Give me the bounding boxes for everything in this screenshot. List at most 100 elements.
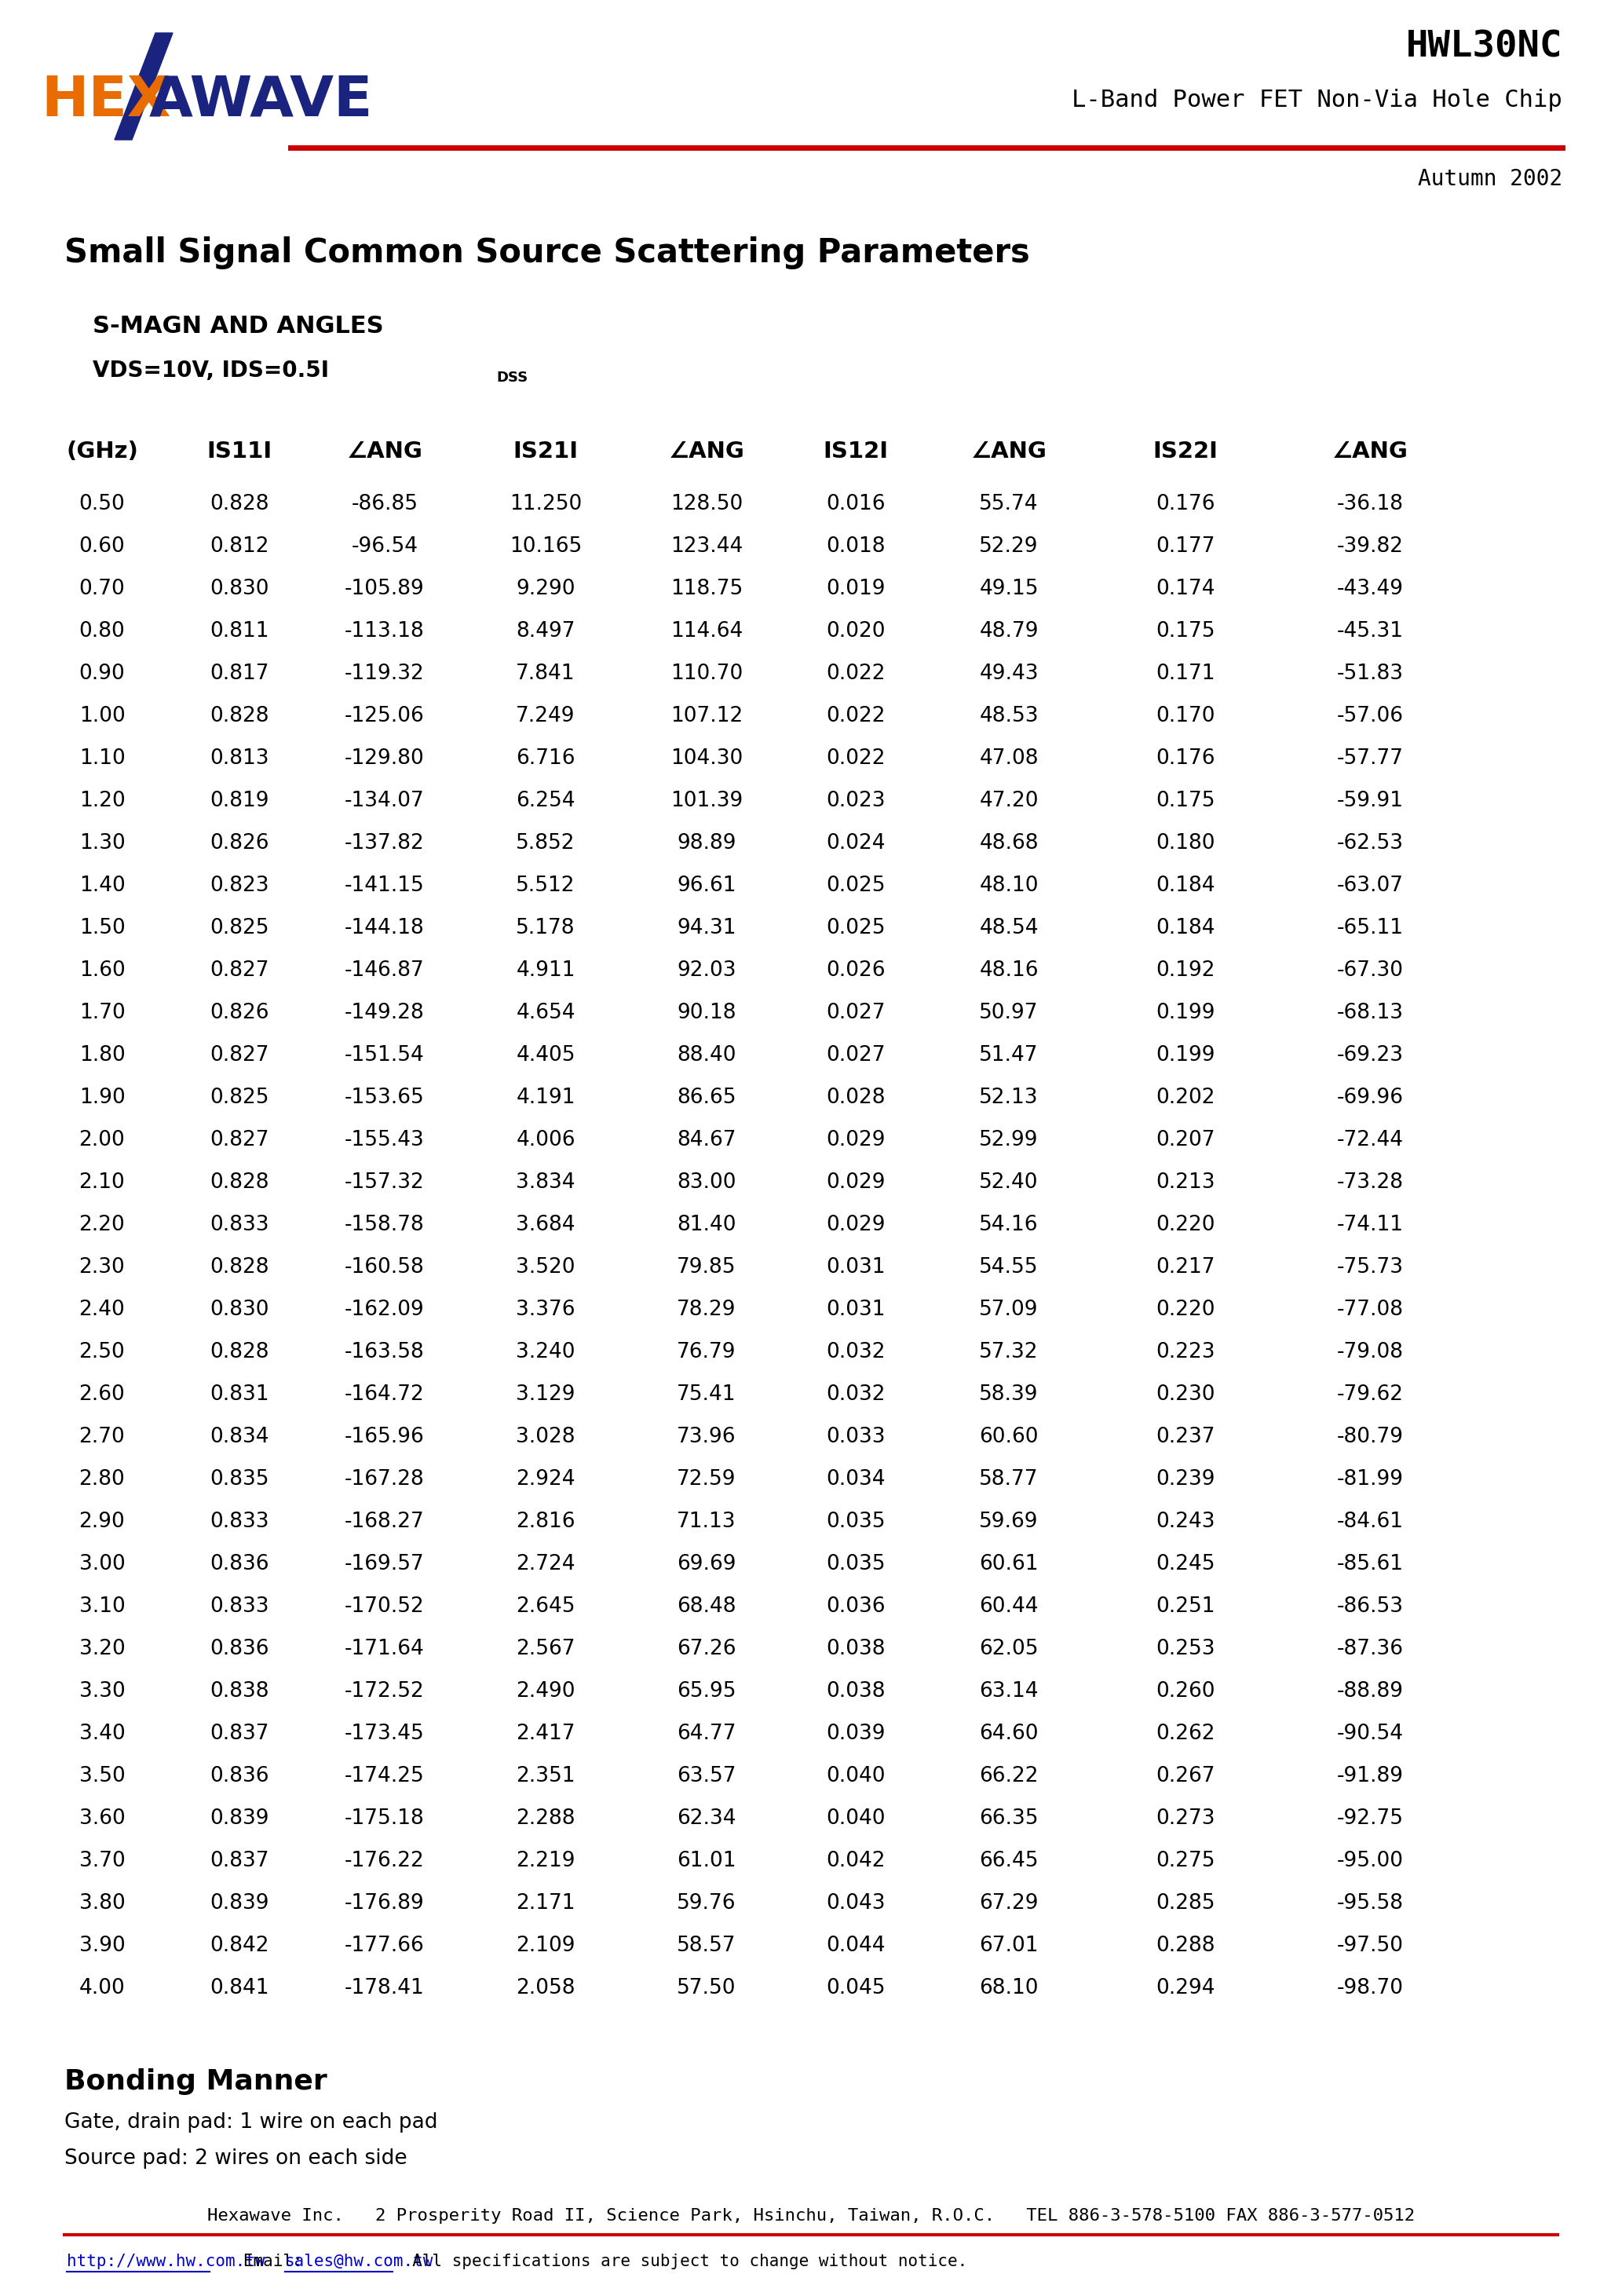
Text: 52.99: 52.99 xyxy=(980,1130,1038,1150)
Text: 4.006: 4.006 xyxy=(516,1130,576,1150)
Text: 0.828: 0.828 xyxy=(209,1341,269,1362)
Text: 9.290: 9.290 xyxy=(516,579,576,599)
Text: 52.40: 52.40 xyxy=(980,1173,1038,1192)
Text: 60.60: 60.60 xyxy=(980,1426,1038,1446)
Text: -77.08: -77.08 xyxy=(1337,1300,1403,1320)
Text: 0.827: 0.827 xyxy=(209,1130,269,1150)
Text: -95.00: -95.00 xyxy=(1337,1851,1403,1871)
Text: 0.028: 0.028 xyxy=(826,1088,886,1109)
Text: 0.836: 0.836 xyxy=(209,1766,269,1786)
Text: sales@hw.com.tw: sales@hw.com.tw xyxy=(285,2255,433,2268)
Text: 0.038: 0.038 xyxy=(826,1639,886,1660)
Text: 4.00: 4.00 xyxy=(79,1977,125,1998)
Text: 0.826: 0.826 xyxy=(209,833,269,854)
Text: 3.60: 3.60 xyxy=(79,1809,125,1830)
Text: -158.78: -158.78 xyxy=(345,1215,425,1235)
Text: 60.44: 60.44 xyxy=(980,1596,1038,1616)
Text: 2.70: 2.70 xyxy=(79,1426,125,1446)
Text: 48.68: 48.68 xyxy=(980,833,1038,854)
Text: 0.192: 0.192 xyxy=(1156,960,1215,980)
Text: -149.28: -149.28 xyxy=(345,1003,425,1024)
Text: 54.55: 54.55 xyxy=(980,1258,1038,1277)
Text: 57.50: 57.50 xyxy=(676,1977,736,1998)
Text: 3.40: 3.40 xyxy=(79,1724,125,1745)
Text: 0.040: 0.040 xyxy=(826,1766,886,1786)
Text: 48.79: 48.79 xyxy=(980,622,1038,641)
Text: 2.171: 2.171 xyxy=(516,1894,576,1913)
Text: 71.13: 71.13 xyxy=(676,1511,736,1531)
Text: 0.019: 0.019 xyxy=(826,579,886,599)
Text: 0.034: 0.034 xyxy=(826,1469,886,1490)
Text: 0.213: 0.213 xyxy=(1156,1173,1215,1192)
Text: 2.30: 2.30 xyxy=(79,1258,125,1277)
Text: -164.72: -164.72 xyxy=(345,1384,425,1405)
Text: 57.32: 57.32 xyxy=(980,1341,1038,1362)
Text: 101.39: 101.39 xyxy=(670,790,743,810)
Text: 67.29: 67.29 xyxy=(980,1894,1038,1913)
Text: -81.99: -81.99 xyxy=(1337,1469,1403,1490)
Text: -165.96: -165.96 xyxy=(345,1426,425,1446)
Text: 3.10: 3.10 xyxy=(79,1596,125,1616)
Text: 107.12: 107.12 xyxy=(670,705,743,726)
Text: 7.841: 7.841 xyxy=(516,664,576,684)
Text: 3.30: 3.30 xyxy=(79,1681,125,1701)
Text: 10.165: 10.165 xyxy=(509,537,582,556)
Text: 48.10: 48.10 xyxy=(980,875,1038,895)
Text: 2.417: 2.417 xyxy=(516,1724,576,1745)
Text: 0.035: 0.035 xyxy=(826,1511,886,1531)
Text: 0.288: 0.288 xyxy=(1156,1936,1215,1956)
Text: Bonding Manner: Bonding Manner xyxy=(65,2069,328,2094)
Text: -79.08: -79.08 xyxy=(1337,1341,1403,1362)
Text: -68.13: -68.13 xyxy=(1337,1003,1403,1024)
Text: 0.220: 0.220 xyxy=(1156,1300,1215,1320)
Text: -45.31: -45.31 xyxy=(1337,622,1403,641)
Text: 78.29: 78.29 xyxy=(676,1300,736,1320)
Text: 3.520: 3.520 xyxy=(516,1258,576,1277)
Text: Source pad: 2 wires on each side: Source pad: 2 wires on each side xyxy=(65,2149,407,2170)
Text: 0.184: 0.184 xyxy=(1156,918,1215,939)
Text: 73.96: 73.96 xyxy=(676,1426,736,1446)
Text: -72.44: -72.44 xyxy=(1337,1130,1403,1150)
Text: 96.61: 96.61 xyxy=(676,875,736,895)
Text: -88.89: -88.89 xyxy=(1337,1681,1403,1701)
Text: -67.30: -67.30 xyxy=(1337,960,1403,980)
Text: 0.223: 0.223 xyxy=(1156,1341,1215,1362)
Text: 0.267: 0.267 xyxy=(1156,1766,1215,1786)
Text: 0.237: 0.237 xyxy=(1156,1426,1215,1446)
Text: 88.40: 88.40 xyxy=(676,1045,736,1065)
Text: -125.06: -125.06 xyxy=(345,705,425,726)
Text: 0.042: 0.042 xyxy=(826,1851,886,1871)
Text: 1.20: 1.20 xyxy=(79,790,125,810)
Text: -137.82: -137.82 xyxy=(345,833,425,854)
Text: 54.16: 54.16 xyxy=(980,1215,1038,1235)
Text: http://www.hw.com.tw: http://www.hw.com.tw xyxy=(67,2255,264,2268)
Text: 5.178: 5.178 xyxy=(516,918,576,939)
Text: -74.11: -74.11 xyxy=(1337,1215,1403,1235)
Text: 90.18: 90.18 xyxy=(676,1003,736,1024)
Text: 0.027: 0.027 xyxy=(826,1045,886,1065)
Text: 61.01: 61.01 xyxy=(676,1851,736,1871)
Text: 1.00: 1.00 xyxy=(79,705,125,726)
Text: L-Band Power FET Non-Via Hole Chip: L-Band Power FET Non-Via Hole Chip xyxy=(1072,90,1562,113)
Text: 50.97: 50.97 xyxy=(980,1003,1038,1024)
Text: 0.036: 0.036 xyxy=(826,1596,886,1616)
Text: 60.61: 60.61 xyxy=(980,1554,1038,1575)
Text: 2.724: 2.724 xyxy=(516,1554,576,1575)
Text: 66.22: 66.22 xyxy=(980,1766,1038,1786)
Text: 63.14: 63.14 xyxy=(980,1681,1038,1701)
Text: -105.89: -105.89 xyxy=(345,579,425,599)
Text: 0.029: 0.029 xyxy=(826,1173,886,1192)
Text: 2.40: 2.40 xyxy=(79,1300,125,1320)
Text: -86.53: -86.53 xyxy=(1337,1596,1403,1616)
Text: Hexawave Inc.   2 Prosperity Road II, Science Park, Hsinchu, Taiwan, R.O.C.   TE: Hexawave Inc. 2 Prosperity Road II, Scie… xyxy=(208,2209,1414,2225)
Text: 0.033: 0.033 xyxy=(826,1426,886,1446)
Text: Email:: Email: xyxy=(214,2255,313,2268)
Text: -168.27: -168.27 xyxy=(345,1511,425,1531)
Text: All specifications are subject to change without notice.: All specifications are subject to change… xyxy=(393,2255,967,2268)
Text: 3.20: 3.20 xyxy=(79,1639,125,1660)
Text: 2.109: 2.109 xyxy=(516,1936,576,1956)
Text: 66.45: 66.45 xyxy=(980,1851,1038,1871)
Text: 2.50: 2.50 xyxy=(79,1341,125,1362)
Text: 0.175: 0.175 xyxy=(1156,790,1215,810)
Text: 128.50: 128.50 xyxy=(670,494,743,514)
